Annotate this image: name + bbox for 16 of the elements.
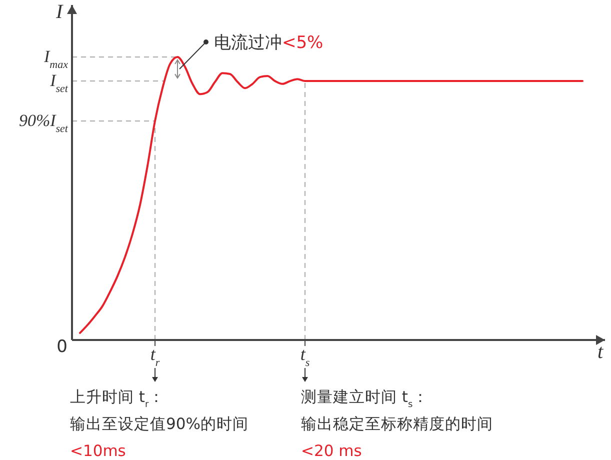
ref-line-label: I$_{max}$ — [43, 47, 68, 71]
text: <5% — [282, 33, 324, 53]
text: 电流过冲 — [214, 33, 282, 53]
text: <20 ms — [301, 442, 362, 460]
ref-line-label: 90%I$_{set}$ — [18, 110, 69, 135]
text: 上升时间 t$_{r}$： — [70, 388, 165, 410]
text: 输出至设定值90%的时间 — [70, 415, 248, 433]
text: 0 — [56, 337, 68, 357]
text: 输出稳定至标称精度的时间 — [301, 415, 493, 433]
ref-line-label: I$_{set}$ — [49, 71, 69, 96]
x-tick-label: t$_{r}$ — [150, 344, 160, 369]
x-tick-label: t$_{s}$ — [300, 344, 310, 369]
x-axis-title: t — [597, 341, 604, 363]
text: 测量建立时间 t$_{s}$： — [301, 388, 429, 410]
text: <10ms — [70, 442, 126, 460]
y-axis-title: I — [55, 1, 64, 23]
